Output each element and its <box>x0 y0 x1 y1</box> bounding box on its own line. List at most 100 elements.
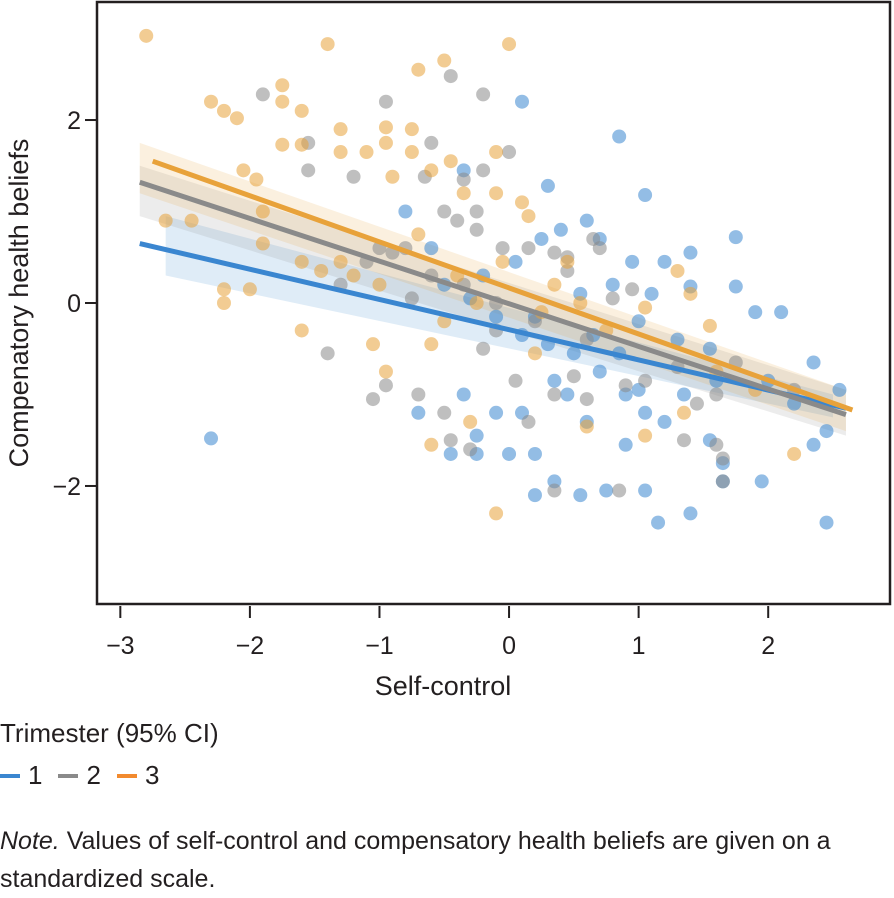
point-trimester-2 <box>424 135 439 150</box>
point-trimester-3 <box>333 254 348 269</box>
point-trimester-3 <box>236 163 251 178</box>
point-trimester-1 <box>748 305 763 320</box>
fit-line-trimester-2 <box>138 179 847 417</box>
x-tick-label: −3 <box>106 632 135 660</box>
point-trimester-3 <box>255 204 270 219</box>
point-trimester-3 <box>294 323 309 338</box>
y-tick-label: 2 <box>67 107 81 135</box>
point-trimester-1 <box>728 279 743 294</box>
point-trimester-3 <box>527 346 542 361</box>
point-trimester-3 <box>294 254 309 269</box>
x-tick-label: −2 <box>236 632 265 660</box>
legend-item-trimester-3: 3 <box>116 760 160 791</box>
point-trimester-2 <box>502 145 517 160</box>
point-trimester-1 <box>599 483 614 498</box>
point-trimester-1 <box>754 474 769 489</box>
y-tick-label: 0 <box>67 290 81 318</box>
legend: 1 2 3 <box>0 760 175 791</box>
point-trimester-1 <box>774 305 789 320</box>
point-trimester-2 <box>450 213 465 228</box>
point-trimester-2 <box>547 387 562 402</box>
point-trimester-2 <box>320 346 335 361</box>
legend-label-2: 2 <box>86 760 101 790</box>
point-trimester-1 <box>683 506 698 521</box>
point-trimester-1 <box>502 446 517 461</box>
x-axis-ticks: −3 −2 −1 0 1 2 <box>106 606 775 660</box>
point-trimester-3 <box>294 137 309 152</box>
point-trimester-3 <box>787 446 802 461</box>
point-trimester-1 <box>534 231 549 246</box>
point-trimester-2 <box>443 69 458 84</box>
point-trimester-3 <box>378 135 393 150</box>
point-trimester-1 <box>204 431 219 446</box>
point-trimester-1 <box>424 241 439 256</box>
scatter-chart: −3 −2 −1 0 1 2 −2 0 2 Self-control Compenatory … <box>4 0 892 700</box>
point-trimester-1 <box>728 230 743 245</box>
point-trimester-3 <box>560 254 575 269</box>
point-trimester-1 <box>631 314 646 329</box>
point-trimester-1 <box>527 446 542 461</box>
point-trimester-3 <box>489 145 504 160</box>
point-trimester-3 <box>424 337 439 352</box>
fit-line-trimester-3 <box>151 158 854 413</box>
point-trimester-3 <box>365 337 380 352</box>
point-trimester-2 <box>443 433 458 448</box>
point-trimester-3 <box>184 213 199 228</box>
point-trimester-1 <box>806 355 821 370</box>
point-trimester-2 <box>618 378 633 393</box>
point-trimester-2 <box>715 451 730 466</box>
point-trimester-2 <box>676 433 691 448</box>
x-axis-title: Self-control <box>375 671 512 700</box>
data-points <box>139 28 847 530</box>
figure-note: Note. Values of self-control and compens… <box>0 822 894 898</box>
point-trimester-2 <box>255 87 270 102</box>
point-trimester-1 <box>547 373 562 388</box>
point-trimester-1 <box>644 286 659 301</box>
point-trimester-3 <box>229 111 244 126</box>
note-text: Values of self-control and compensatory … <box>0 827 831 893</box>
point-trimester-2 <box>437 405 452 420</box>
point-trimester-3 <box>469 296 484 310</box>
point-trimester-1 <box>573 488 588 503</box>
point-trimester-1 <box>638 405 653 420</box>
legend-item-trimester-1: 1 <box>0 760 42 791</box>
point-trimester-1 <box>515 94 530 109</box>
point-trimester-2 <box>456 172 471 187</box>
point-trimester-1 <box>670 332 685 347</box>
point-trimester-2 <box>566 369 581 384</box>
point-trimester-2 <box>709 387 724 402</box>
point-trimester-3 <box>573 296 588 310</box>
point-trimester-3 <box>346 268 361 283</box>
legend-swatch-2 <box>58 773 79 778</box>
point-trimester-3 <box>521 209 536 224</box>
point-trimester-1 <box>612 129 627 144</box>
point-trimester-3 <box>139 28 154 43</box>
point-trimester-2 <box>365 392 380 407</box>
point-trimester-3 <box>333 122 348 137</box>
point-trimester-3 <box>670 263 685 278</box>
point-trimester-2 <box>547 483 562 498</box>
point-trimester-3 <box>638 300 653 315</box>
point-trimester-1 <box>489 405 504 420</box>
point-trimester-3 <box>275 94 290 109</box>
point-trimester-3 <box>702 318 717 333</box>
point-trimester-3 <box>547 277 562 292</box>
point-trimester-1 <box>819 515 834 530</box>
legend-swatch-3 <box>116 773 137 778</box>
y-tick-label: −2 <box>52 473 81 501</box>
point-trimester-1 <box>456 387 471 402</box>
point-trimester-2 <box>346 169 361 184</box>
point-trimester-2 <box>378 378 393 393</box>
legend-label-1: 1 <box>28 760 43 790</box>
point-trimester-3 <box>255 236 270 251</box>
point-trimester-3 <box>443 154 458 169</box>
point-trimester-3 <box>204 94 219 109</box>
point-trimester-3 <box>456 186 471 201</box>
point-trimester-2 <box>592 241 607 256</box>
y-axis-ticks: −2 0 2 <box>52 107 96 501</box>
point-trimester-3 <box>463 414 478 429</box>
legend-label-3: 3 <box>144 760 160 790</box>
point-trimester-1 <box>398 204 413 219</box>
point-trimester-3 <box>515 195 530 210</box>
point-trimester-2 <box>689 396 704 411</box>
